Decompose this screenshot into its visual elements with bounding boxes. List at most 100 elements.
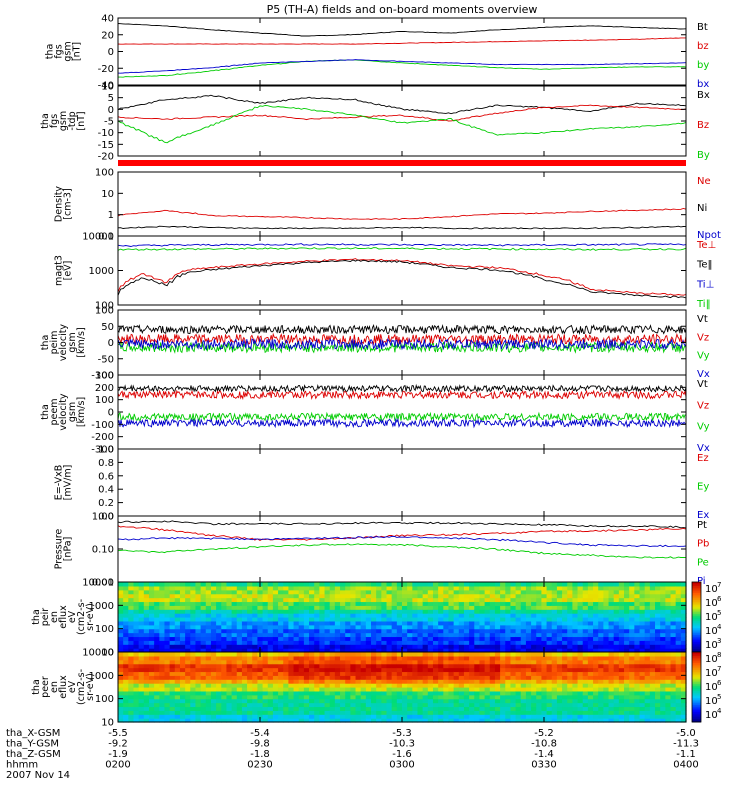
spectrogram-cell <box>525 632 532 638</box>
spectrogram-cell <box>324 636 331 641</box>
spectrogram-cell <box>613 698 620 704</box>
spectrogram-cell <box>577 702 584 708</box>
spectrogram-cell <box>138 655 145 661</box>
spectrogram-cell <box>412 585 419 591</box>
spectrogram-cell <box>210 659 217 665</box>
spectrogram-cell <box>391 632 398 638</box>
spectrogram-cell <box>500 589 506 595</box>
spectrogram-cell <box>484 609 491 614</box>
spectrogram-cell <box>453 694 460 700</box>
spectrogram-cell <box>262 718 269 723</box>
spectrogram-cell <box>226 679 233 684</box>
spectrogram-cell <box>319 679 326 684</box>
spectrogram-cell <box>525 671 532 676</box>
spectrogram-cell <box>293 710 300 715</box>
spectrogram-cell <box>288 632 295 638</box>
spectrogram-cell <box>391 620 398 626</box>
spectrogram-cell <box>164 624 171 630</box>
spectrogram-cell <box>680 609 687 614</box>
spectrogram-cell <box>123 589 129 595</box>
spectrogram-cell <box>675 648 682 653</box>
spectrogram-cell <box>453 663 460 669</box>
spectrogram-cell <box>174 620 181 626</box>
spectrogram-cell <box>515 582 522 587</box>
spectrogram-cell <box>469 585 475 591</box>
spectrogram-cell <box>334 613 341 618</box>
legend-blue: bx <box>697 79 709 90</box>
spectrogram-cell <box>655 702 661 708</box>
spectrogram-cell <box>148 659 155 665</box>
spectrogram-cell <box>391 698 398 704</box>
spectrogram-cell <box>598 613 604 618</box>
spectrogram-cell <box>241 694 248 700</box>
spectrogram-cell <box>319 706 326 711</box>
spectrogram-cell <box>402 609 408 614</box>
spectrogram-cell <box>252 652 259 657</box>
spectrogram-cell <box>179 632 186 638</box>
spectrogram-cell <box>608 710 615 715</box>
spectrogram-cell <box>618 632 625 638</box>
spectrogram-cell <box>432 652 439 657</box>
spectrogram-cell <box>629 671 635 676</box>
spectrogram-cell <box>267 679 274 684</box>
spectrogram-cell <box>629 675 635 680</box>
spectrogram-cell <box>500 663 506 669</box>
spectrogram-cell <box>577 683 584 688</box>
spectrogram-cell <box>624 644 630 649</box>
spectrogram-cell <box>128 698 135 704</box>
spectrogram-cell <box>649 620 656 626</box>
spectrogram-cell <box>448 683 455 688</box>
spectrogram-cell <box>577 624 584 630</box>
spectrogram-cell <box>159 632 166 638</box>
spectrogram-cell <box>360 593 367 599</box>
y-axis-label: velocity <box>58 393 69 431</box>
spectrogram-cell <box>350 706 357 711</box>
spectrogram-cell <box>536 718 543 723</box>
spectrogram-cell <box>164 690 171 696</box>
spectrogram-cell <box>376 640 382 645</box>
spectrogram-cell <box>670 648 677 653</box>
spectrogram-cell <box>288 679 295 684</box>
spectrogram-cell <box>236 655 243 661</box>
spectrogram-cell <box>644 655 651 661</box>
spectrogram-cell <box>179 710 186 715</box>
colorbar-segment <box>692 667 701 670</box>
colorbar-segment <box>692 622 701 625</box>
spectrogram-cell <box>236 582 243 587</box>
spectrogram-cell <box>474 613 481 618</box>
spectrogram-cell <box>541 636 548 641</box>
spectrogram-cell <box>660 640 666 645</box>
spectrogram-cell <box>515 648 522 653</box>
x-row-label: tha_Y-GSM <box>6 739 59 750</box>
spectrogram-cell <box>345 601 351 606</box>
spectrogram-cell <box>422 663 429 669</box>
spectrogram-cell <box>355 683 362 688</box>
spectrogram-cell <box>216 582 222 587</box>
spectrogram-cell <box>309 617 315 622</box>
spectrogram-cell <box>205 640 212 645</box>
spectrogram-cell <box>236 636 243 641</box>
spectrogram-cell <box>520 683 527 688</box>
spectrogram-cell <box>484 714 491 719</box>
spectrogram-cell <box>190 718 197 723</box>
spectrogram-cell <box>200 675 207 680</box>
spectrogram-cell <box>644 620 651 626</box>
spectrogram-cell <box>448 620 455 626</box>
spectrogram-cell <box>148 706 155 711</box>
spectrogram-cell <box>546 624 553 630</box>
spectrogram-cell <box>340 636 346 641</box>
spectrogram-cell <box>138 694 145 700</box>
spectrogram-cell <box>226 648 233 653</box>
y-tick-label: -300 <box>91 445 114 456</box>
spectrogram-cell <box>624 601 630 606</box>
spectrogram-cell <box>438 675 444 680</box>
spectrogram-cell <box>293 632 300 638</box>
spectrogram-cell <box>298 714 305 719</box>
spectrogram-cell <box>562 718 568 723</box>
spectrogram-cell <box>345 640 351 645</box>
spectrogram-cell <box>298 601 305 606</box>
spectrogram-cell <box>551 667 558 673</box>
spectrogram-cell <box>608 601 615 606</box>
spectrogram-cell <box>489 675 496 680</box>
